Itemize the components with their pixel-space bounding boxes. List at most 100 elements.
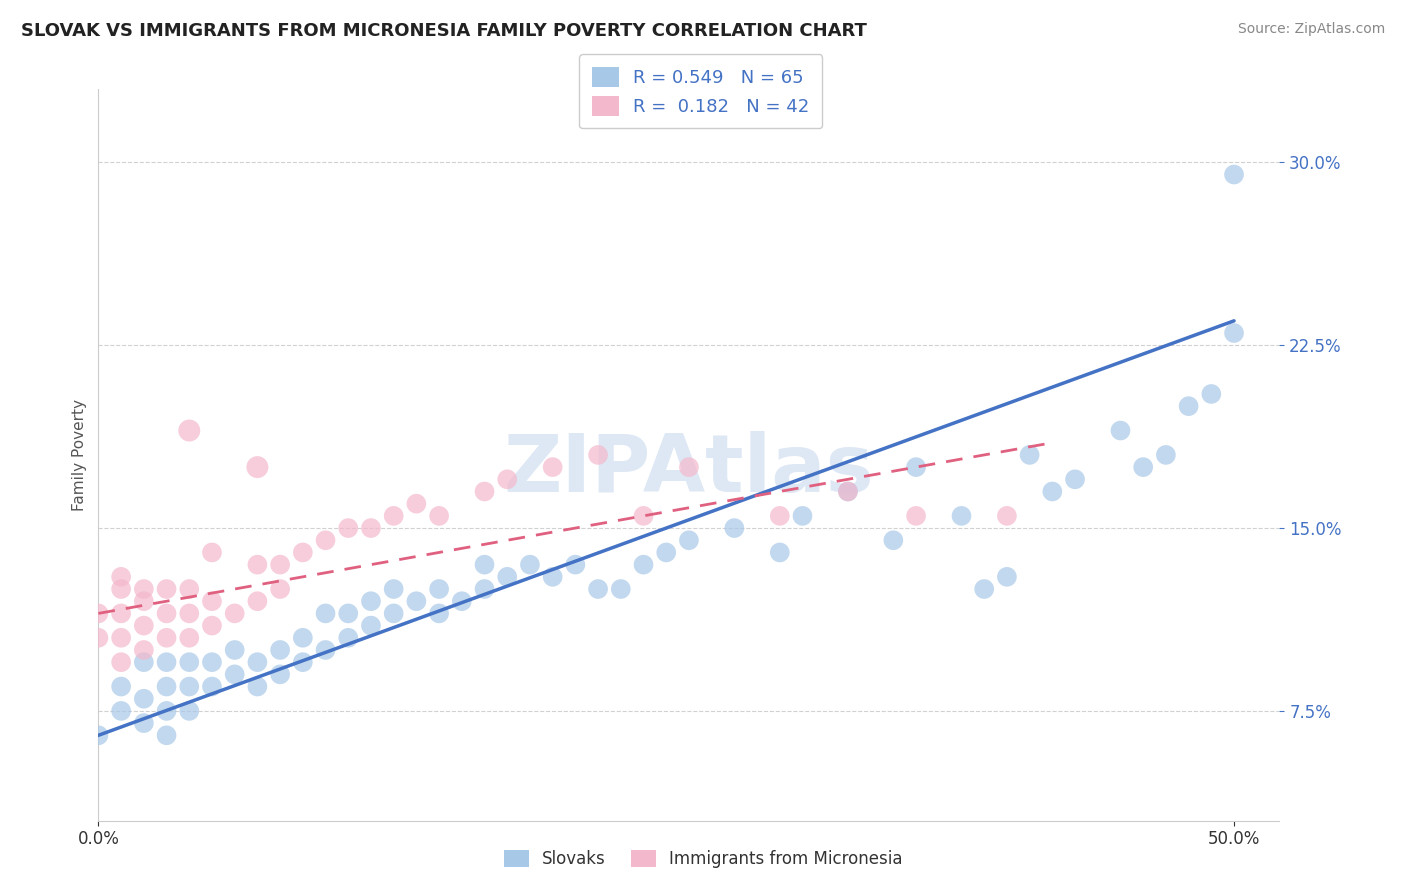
- Point: [837, 484, 859, 499]
- Point: [87, 607, 110, 621]
- Point: [360, 594, 382, 608]
- Point: [519, 558, 541, 572]
- Point: [450, 594, 472, 608]
- Point: [179, 582, 201, 596]
- Point: [132, 582, 155, 596]
- Point: [496, 472, 519, 486]
- Y-axis label: Family Poverty: Family Poverty: [72, 399, 87, 511]
- Point: [246, 460, 269, 475]
- Point: [224, 607, 246, 621]
- Point: [179, 680, 201, 694]
- Point: [586, 582, 609, 596]
- Legend: R = 0.549   N = 65, R =  0.182   N = 42: R = 0.549 N = 65, R = 0.182 N = 42: [579, 54, 823, 128]
- Point: [132, 716, 155, 731]
- Point: [474, 558, 496, 572]
- Point: [269, 558, 291, 572]
- Point: [792, 508, 814, 523]
- Point: [360, 521, 382, 535]
- Point: [269, 667, 291, 681]
- Point: [179, 655, 201, 669]
- Point: [110, 582, 132, 596]
- Point: [201, 594, 224, 608]
- Point: [179, 631, 201, 645]
- Point: [1040, 484, 1063, 499]
- Point: [179, 607, 201, 621]
- Point: [382, 508, 405, 523]
- Point: [337, 521, 360, 535]
- Point: [882, 533, 904, 548]
- Point: [201, 618, 224, 632]
- Text: SLOVAK VS IMMIGRANTS FROM MICRONESIA FAMILY POVERTY CORRELATION CHART: SLOVAK VS IMMIGRANTS FROM MICRONESIA FAM…: [21, 22, 868, 40]
- Point: [769, 508, 792, 523]
- Point: [995, 570, 1018, 584]
- Point: [427, 607, 450, 621]
- Point: [110, 655, 132, 669]
- Point: [905, 460, 928, 475]
- Point: [405, 594, 427, 608]
- Point: [315, 533, 337, 548]
- Point: [132, 691, 155, 706]
- Point: [110, 680, 132, 694]
- Legend: Slovaks, Immigrants from Micronesia: Slovaks, Immigrants from Micronesia: [496, 843, 910, 875]
- Point: [155, 655, 177, 669]
- Point: [155, 631, 177, 645]
- Point: [155, 680, 177, 694]
- Point: [315, 643, 337, 657]
- Point: [633, 508, 655, 523]
- Point: [87, 631, 110, 645]
- Point: [427, 508, 450, 523]
- Point: [496, 570, 519, 584]
- Point: [246, 594, 269, 608]
- Point: [1201, 387, 1223, 401]
- Point: [995, 508, 1018, 523]
- Point: [1132, 460, 1154, 475]
- Point: [1177, 399, 1199, 413]
- Point: [291, 655, 314, 669]
- Point: [269, 643, 291, 657]
- Point: [1109, 424, 1132, 438]
- Point: [132, 655, 155, 669]
- Point: [905, 508, 928, 523]
- Point: [586, 448, 609, 462]
- Point: [110, 631, 132, 645]
- Point: [246, 558, 269, 572]
- Point: [474, 484, 496, 499]
- Point: [132, 618, 155, 632]
- Point: [973, 582, 995, 596]
- Point: [382, 607, 405, 621]
- Point: [132, 643, 155, 657]
- Point: [723, 521, 745, 535]
- Point: [179, 424, 201, 438]
- Point: [678, 460, 700, 475]
- Point: [246, 680, 269, 694]
- Point: [87, 728, 110, 742]
- Point: [110, 704, 132, 718]
- Point: [155, 728, 177, 742]
- Point: [427, 582, 450, 596]
- Point: [1154, 448, 1177, 462]
- Point: [360, 618, 382, 632]
- Text: Source: ZipAtlas.com: Source: ZipAtlas.com: [1237, 22, 1385, 37]
- Point: [950, 508, 973, 523]
- Point: [132, 594, 155, 608]
- Point: [224, 643, 246, 657]
- Point: [110, 607, 132, 621]
- Point: [155, 607, 177, 621]
- Point: [291, 631, 314, 645]
- Point: [541, 460, 564, 475]
- Point: [382, 582, 405, 596]
- Point: [110, 570, 132, 584]
- Point: [405, 497, 427, 511]
- Point: [155, 704, 177, 718]
- Point: [837, 484, 859, 499]
- Point: [678, 533, 700, 548]
- Point: [610, 582, 633, 596]
- Point: [633, 558, 655, 572]
- Point: [474, 582, 496, 596]
- Point: [246, 655, 269, 669]
- Point: [655, 545, 678, 559]
- Text: ZIPAtlas: ZIPAtlas: [503, 431, 875, 508]
- Point: [269, 582, 291, 596]
- Point: [201, 655, 224, 669]
- Point: [564, 558, 586, 572]
